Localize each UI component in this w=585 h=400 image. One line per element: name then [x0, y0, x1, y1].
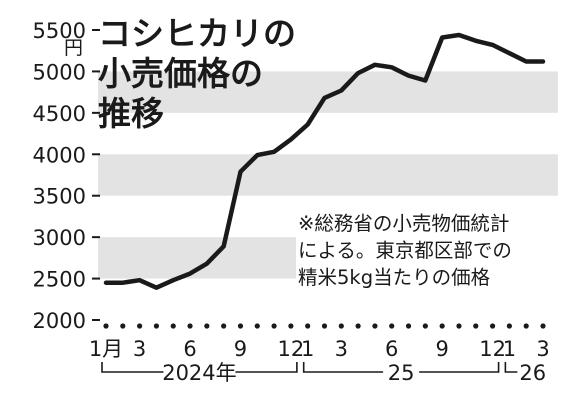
year-brackets: 2024年 25 26: [101, 361, 546, 385]
year-bracket: [101, 362, 164, 373]
y-tick-label: 5500: [33, 19, 86, 43]
data-point: [491, 44, 494, 46]
data-point: [458, 34, 460, 36]
y-tick-label: 3000: [33, 226, 86, 250]
x-tick-dot: [153, 323, 160, 329]
x-tick-dot: [338, 323, 344, 329]
data-point: [357, 72, 359, 74]
data-point: [239, 170, 242, 173]
x-tick-dot: [422, 323, 428, 329]
data-point: [256, 154, 259, 156]
note-line: ※総務省の小売物価統計: [298, 212, 510, 235]
y-axis: 2000 2500 3000 3500 4000 4500 5000 5500: [33, 19, 100, 333]
title-line: 推移: [98, 94, 164, 133]
x-tick-label: 9: [435, 337, 448, 361]
title-line: コシヒカリの: [98, 14, 296, 53]
y-tick-label: 2500: [33, 268, 86, 292]
x-tick-dot: [321, 323, 328, 329]
x-tick-dot: [137, 323, 143, 329]
year-bracket: [235, 362, 298, 373]
x-tick-dot: [372, 323, 378, 329]
x-tick-dot: [271, 323, 277, 329]
x-tick-label: 3: [133, 337, 146, 361]
data-point: [390, 66, 393, 69]
data-point: [122, 281, 124, 284]
data-point: [206, 262, 208, 265]
series-layer: [103, 32, 546, 290]
x-tick-dot: [221, 323, 227, 329]
x-tick-label: 1月: [89, 337, 123, 361]
x-tick-dot: [170, 323, 176, 329]
x-tick-label: 3: [536, 337, 549, 361]
y-unit-label: 円: [64, 37, 83, 59]
data-point: [138, 279, 141, 282]
grid-band: [98, 71, 558, 113]
year-bracket: [504, 362, 518, 373]
year-label: 25: [388, 361, 415, 385]
year-bracket: [302, 362, 384, 373]
chart-title: コシヒカリの 小売価格の 推移: [98, 14, 298, 134]
year-label: 26: [519, 361, 546, 385]
data-point: [290, 138, 292, 141]
y-tick-label: 5000: [33, 60, 86, 84]
x-tick-dot: [489, 323, 496, 329]
year-bracket: [419, 362, 500, 373]
data-point: [306, 123, 309, 126]
x-tick-dot: [439, 323, 445, 329]
y-tick-label: 2000: [33, 309, 86, 333]
data-point: [155, 286, 158, 289]
x-tick-dot: [405, 323, 412, 329]
title-line: 小売価格の: [98, 54, 263, 93]
y-tick-label: 4000: [33, 143, 86, 167]
data-point: [407, 74, 410, 77]
x-tick-label: 12: [278, 337, 305, 361]
data-point: [474, 39, 477, 42]
x-tick-dot: [237, 323, 244, 329]
note-line: 精米5kg当たりの価格: [298, 266, 491, 289]
data-point: [222, 245, 225, 248]
data-point: [340, 89, 343, 92]
x-tick-dot: [389, 323, 395, 329]
x-tick-label: 12: [479, 337, 506, 361]
x-tick-label: 6: [385, 337, 398, 361]
x-tick-dot: [305, 323, 311, 329]
x-tick-label: 1: [503, 337, 516, 361]
source-note: ※総務省の小売物価統計 による。東京都区部での 精米5kg当たりの価格: [296, 210, 580, 291]
data-point: [172, 279, 175, 282]
data-point: [105, 281, 107, 284]
data-point: [508, 52, 511, 54]
x-tick-dot: [288, 323, 294, 329]
data-point: [542, 60, 544, 63]
x-tick-dot: [254, 323, 260, 329]
grid-band: [98, 154, 558, 196]
y-tick-label: 4500: [33, 102, 86, 126]
note-line: による。東京都区部での: [298, 239, 512, 262]
data-point: [273, 151, 275, 153]
x-tick-label: 9: [234, 337, 247, 361]
data-point: [374, 64, 376, 66]
x-tick-label: 6: [183, 337, 196, 361]
x-tick-dot: [204, 323, 210, 329]
data-point: [424, 79, 427, 82]
data-point: [323, 97, 326, 99]
x-tick-dot: [540, 323, 546, 329]
year-label: 2024年: [162, 361, 236, 385]
data-point: [525, 60, 527, 63]
data-point: [189, 272, 191, 275]
x-tick-label: 3: [335, 337, 348, 361]
x-tick-dot: [103, 323, 109, 329]
x-tick-dot: [120, 323, 126, 329]
x-tick-dot: [456, 323, 462, 329]
x-axis: 1月 3 6 9 121 3 6 9 121 3: [89, 323, 550, 361]
x-tick-dot: [355, 323, 361, 329]
y-tick-label: 3500: [33, 185, 86, 209]
x-tick-dot: [506, 323, 512, 329]
data-point: [441, 36, 443, 39]
x-tick-label: 1: [301, 337, 314, 361]
x-tick-dot: [523, 323, 529, 329]
x-tick-dot: [473, 323, 479, 329]
x-tick-dot: [187, 323, 193, 329]
